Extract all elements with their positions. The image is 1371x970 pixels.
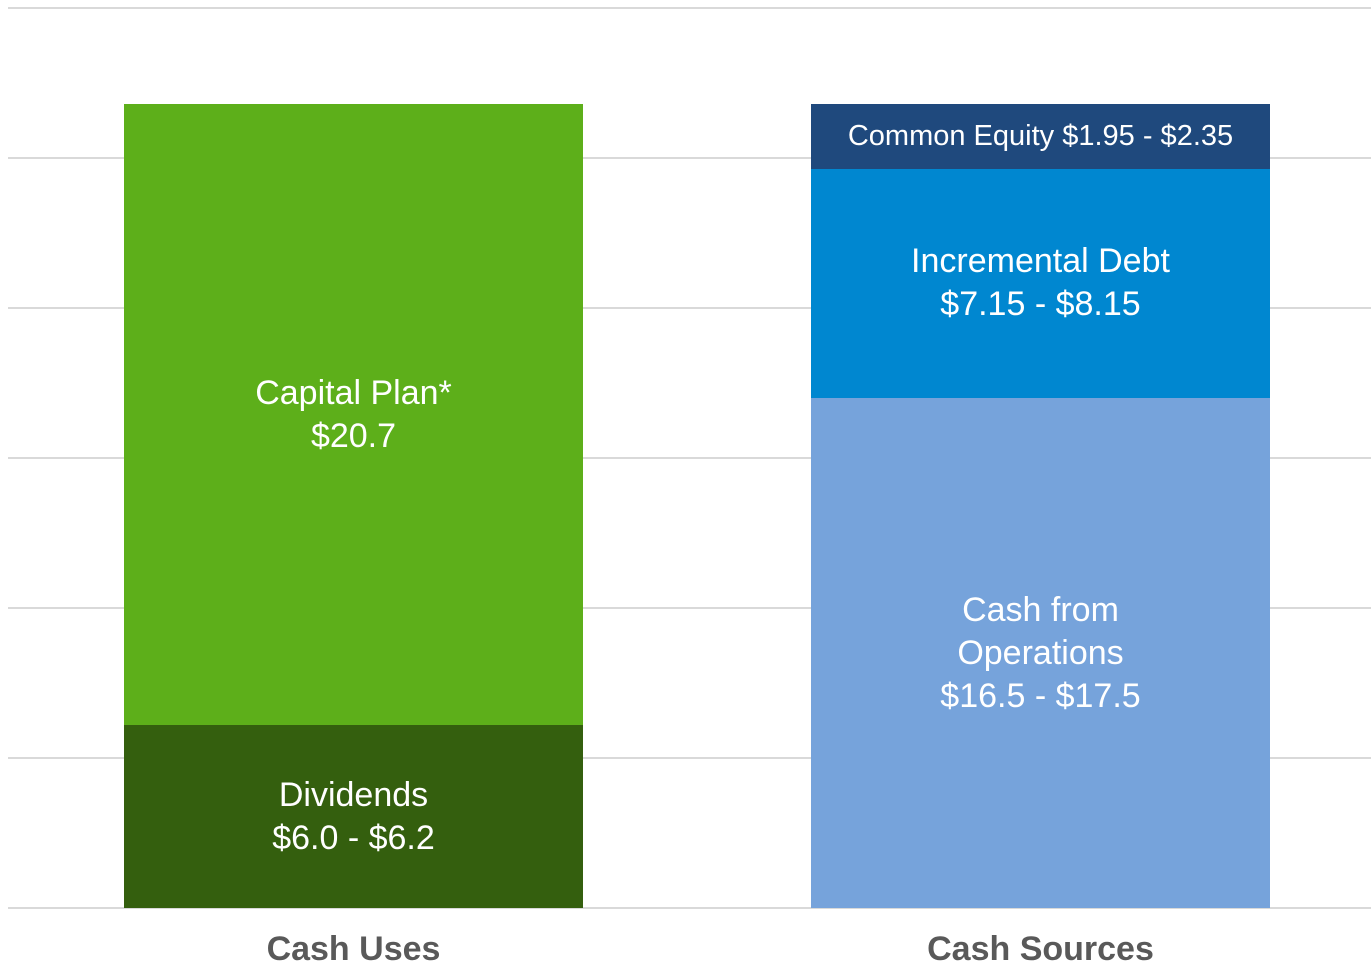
value-label: $16.5 - $17.5	[940, 676, 1141, 715]
segment-label: Capital Plan* $20.7	[224, 372, 484, 458]
x-tick-label: Cash Uses	[266, 930, 441, 968]
grid-line	[8, 7, 1371, 9]
value-label: $20.7	[310, 416, 397, 455]
grid-line	[8, 607, 1371, 609]
grid-line	[8, 757, 1371, 759]
grid-line	[8, 457, 1371, 459]
series-name: Cash from Operations	[957, 590, 1124, 672]
grid-line	[8, 307, 1371, 309]
segment-label: Common Equity $1.95 - $2.35	[848, 119, 1233, 153]
series-name: Common Equity	[847, 120, 1055, 153]
segment-label: Dividends $6.0 - $6.2	[224, 774, 484, 860]
bar-segment: Dividends $6.0 - $6.2	[124, 725, 583, 908]
series-name: Incremental Debt	[911, 242, 1170, 281]
x-tick-label: Cash Sources	[927, 930, 1154, 968]
grid-line	[8, 907, 1371, 909]
segment-label: Cash from Operations $16.5 - $17.5	[911, 589, 1171, 718]
value-label: $6.0 - $6.2	[272, 818, 435, 857]
grid-line	[8, 157, 1371, 159]
bar-segment: Common Equity $1.95 - $2.35	[811, 104, 1270, 169]
segment-label: Incremental Debt $7.15 - $8.15	[911, 240, 1171, 326]
series-name: Capital Plan*	[255, 373, 452, 412]
bar-segment: Capital Plan* $20.7	[124, 104, 583, 725]
bar-segment: Cash from Operations $16.5 - $17.5	[811, 398, 1270, 908]
value-label: $7.15 - $8.15	[940, 285, 1141, 324]
series-name: Dividends	[278, 775, 429, 814]
value-label: $1.95 - $2.35	[1062, 120, 1234, 153]
bar-segment: Incremental Debt $7.15 - $8.15	[811, 168, 1270, 398]
